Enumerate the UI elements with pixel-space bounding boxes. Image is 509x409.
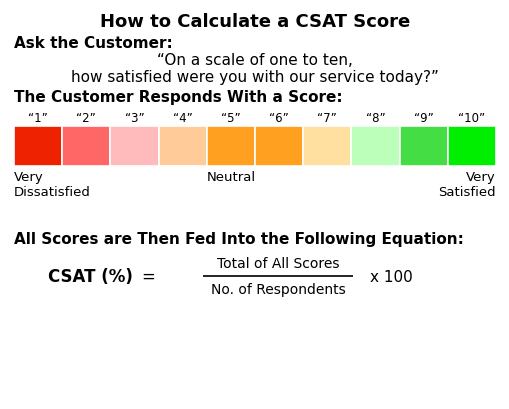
Bar	[62, 127, 110, 166]
Bar	[158, 127, 206, 166]
Bar	[14, 127, 62, 166]
Text: All Scores are Then Fed Into the Following Equation:: All Scores are Then Fed Into the Followi…	[14, 231, 463, 246]
Bar	[110, 127, 158, 166]
Text: Very
Satisfied: Very Satisfied	[438, 171, 495, 198]
Text: “5”: “5”	[221, 112, 240, 125]
Bar	[303, 127, 351, 166]
Text: CSAT (%): CSAT (%)	[47, 267, 132, 285]
Text: “3”: “3”	[124, 112, 144, 125]
Text: How to Calculate a CSAT Score: How to Calculate a CSAT Score	[100, 13, 409, 31]
Text: =: =	[141, 267, 155, 285]
Text: “4”: “4”	[173, 112, 192, 125]
Bar	[206, 127, 254, 166]
Bar	[399, 127, 447, 166]
Bar	[254, 127, 303, 166]
Text: “2”: “2”	[76, 112, 96, 125]
Text: Very
Dissatisfied: Very Dissatisfied	[14, 171, 91, 198]
Text: “On a scale of one to ten,: “On a scale of one to ten,	[157, 53, 352, 68]
Text: Neutral: Neutral	[206, 171, 255, 184]
Text: “7”: “7”	[317, 112, 336, 125]
Text: The Customer Responds With a Score:: The Customer Responds With a Score:	[14, 90, 342, 105]
Text: “10”: “10”	[458, 112, 485, 125]
Text: how satisfied were you with our service today?”: how satisfied were you with our service …	[71, 70, 438, 85]
Text: “9”: “9”	[413, 112, 433, 125]
Bar	[447, 127, 495, 166]
Text: Total of All Scores: Total of All Scores	[216, 256, 338, 270]
Text: No. of Respondents: No. of Respondents	[210, 282, 345, 296]
Text: Ask the Customer:: Ask the Customer:	[14, 36, 173, 51]
Text: “6”: “6”	[269, 112, 289, 125]
Text: “8”: “8”	[365, 112, 385, 125]
Text: x 100: x 100	[369, 269, 412, 284]
Bar	[351, 127, 399, 166]
Text: “1”: “1”	[28, 112, 48, 125]
